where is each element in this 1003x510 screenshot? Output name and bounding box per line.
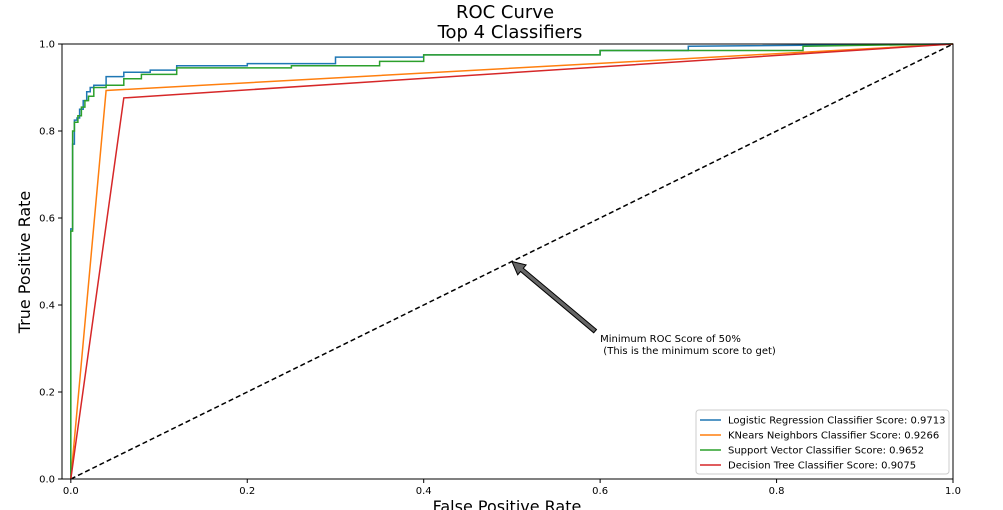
annotation-arrow <box>511 260 598 334</box>
x-tick-label: 0.0 <box>63 486 79 497</box>
x-tick-label: 0.4 <box>416 486 432 497</box>
annotation-text-line2: (This is the minimum score to get) <box>600 346 776 357</box>
x-tick-label: 0.6 <box>592 486 608 497</box>
series-line-2 <box>70 43 954 480</box>
x-tick-label: 0.2 <box>239 486 255 497</box>
plot-frame <box>61 43 954 480</box>
chart-title-line2: Top 4 Classifiers <box>437 22 583 43</box>
x-axis-ticks: 0.0 0.2 0.4 0.6 0.8 1.0 <box>63 479 961 497</box>
legend-label-4: Decision Tree Classifier Score: 0.9075 <box>728 461 916 472</box>
x-axis-label: False Positive Rate <box>433 497 582 510</box>
annotation: Minimum ROC Score of 50% (This is the mi… <box>511 260 776 357</box>
annotation-text-line1: Minimum ROC Score of 50% <box>600 334 741 345</box>
legend-label-2: KNears Neighbors Classifier Score: 0.926… <box>728 431 939 442</box>
y-tick-label: 0.8 <box>39 127 55 138</box>
y-axis-label: True Positive Rate <box>15 191 34 335</box>
series-line-3 <box>70 43 954 479</box>
y-tick-label: 1.0 <box>39 40 55 51</box>
x-tick-label: 0.8 <box>769 486 785 497</box>
chart-title-line1: ROC Curve <box>456 2 554 23</box>
plot-lines <box>70 43 954 480</box>
legend-box <box>695 409 950 475</box>
x-tick-label: 1.0 <box>945 486 961 497</box>
legend-label-1: Logistic Regression Classifier Score: 0.… <box>728 416 945 427</box>
series-line-4 <box>70 43 954 480</box>
y-tick-label: 0.0 <box>39 475 55 486</box>
y-tick-label: 0.4 <box>39 301 55 312</box>
legend: Logistic Regression Classifier Score: 0.… <box>695 409 950 475</box>
legend-label-3: Support Vector Classifier Score: 0.9652 <box>728 446 924 457</box>
y-tick-label: 0.2 <box>39 388 55 399</box>
y-axis-ticks: 0.0 0.2 0.4 0.6 0.8 1.0 <box>39 40 62 486</box>
y-tick-label: 0.6 <box>39 214 55 225</box>
